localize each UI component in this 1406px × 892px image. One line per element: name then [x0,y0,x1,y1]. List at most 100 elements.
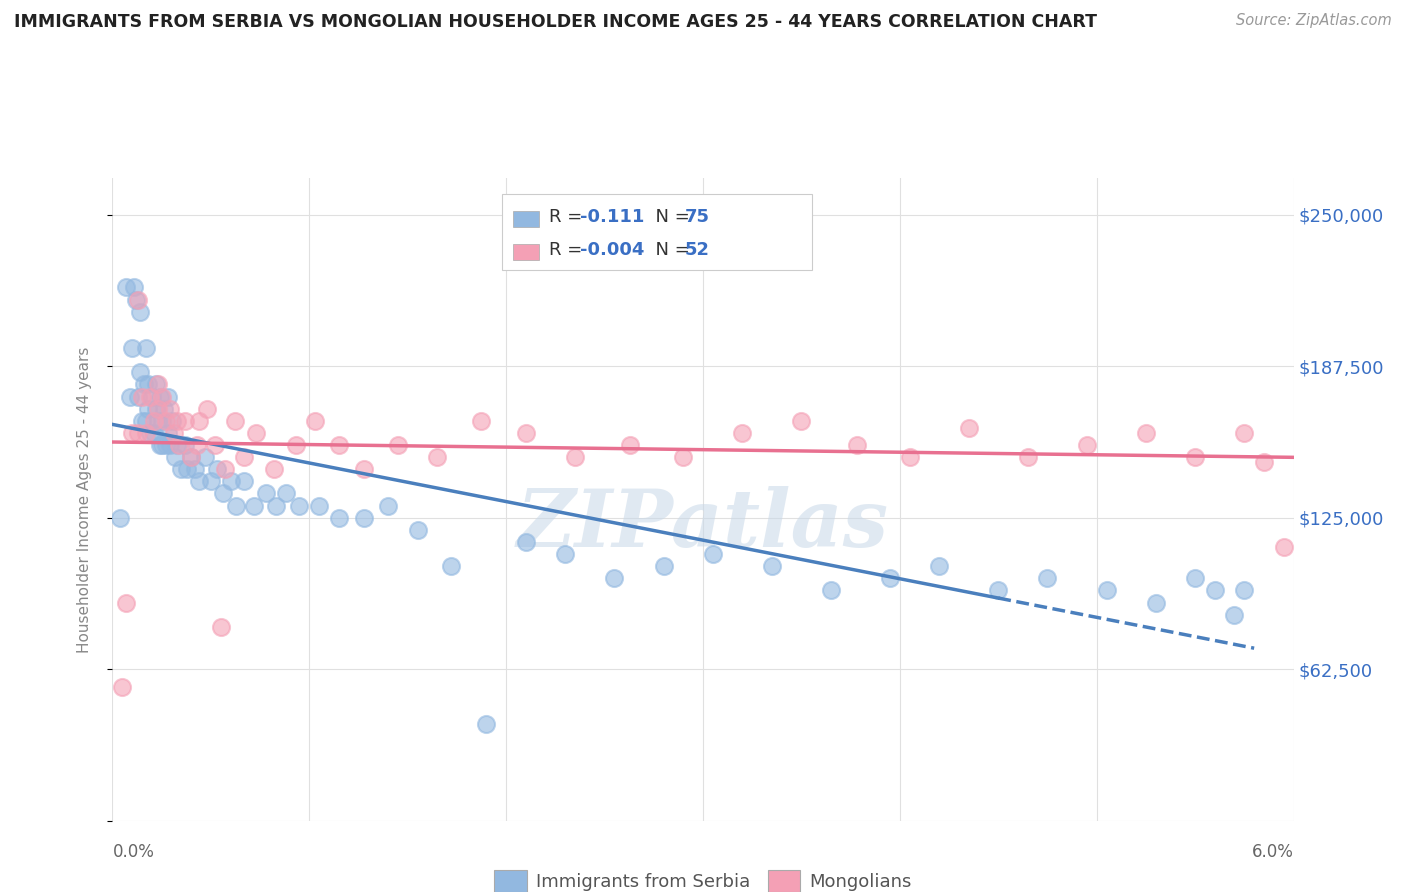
Point [145,377,167,392]
Point [204,438,226,452]
Point [135,425,157,440]
Point [115,280,138,294]
Point [136,377,159,392]
Point [146,401,169,416]
Point [139,390,162,404]
Point [111,681,134,695]
Legend: Immigrants from Serbia, Mongolians: Immigrants from Serbia, Mongolians [485,862,921,892]
Point [120,390,142,404]
Point [470,414,492,428]
Point [160,414,183,428]
Point [254,486,277,500]
Point [142,425,165,440]
Point [672,450,695,464]
Point [233,475,256,489]
Point [214,462,236,476]
Point [135,341,157,355]
Point [184,462,207,476]
Point [211,486,233,500]
Point [406,523,429,537]
Point [1095,583,1118,598]
Point [136,401,159,416]
Point [115,595,138,609]
Point [928,559,950,574]
Point [170,462,193,476]
Point [146,377,169,392]
Point [169,438,191,452]
Point [308,499,330,513]
Point [219,475,242,489]
Point [159,438,181,452]
Point [152,401,174,416]
Point [145,401,167,416]
Point [426,450,449,464]
Point [224,414,246,428]
Point [328,438,350,452]
Point [1017,450,1039,464]
Point [245,425,267,440]
Point [263,462,285,476]
Point [731,425,754,440]
Point [957,421,980,435]
Point [156,425,179,440]
Point [761,559,783,574]
Point [387,438,409,452]
Point [603,571,626,585]
Point [141,390,163,404]
Point [142,414,165,428]
Point [125,293,148,307]
Point [1272,540,1295,554]
Point [180,450,202,464]
Point [515,425,537,440]
Point [619,438,641,452]
Text: 52: 52 [685,241,710,259]
Point [1223,607,1246,622]
Text: R =: R = [548,208,588,226]
Point [288,499,311,513]
Point [1233,425,1256,440]
Point [127,390,149,404]
Text: 0.0%: 0.0% [112,843,155,861]
Point [987,583,1010,598]
Point [790,414,813,428]
Text: N =: N = [644,241,696,259]
Point [1135,425,1157,440]
Point [139,425,162,440]
Point [879,571,901,585]
Point [159,401,181,416]
Text: -0.004: -0.004 [579,241,644,259]
Point [1233,583,1256,598]
Point [205,462,228,476]
Y-axis label: Householder Income Ages 25 - 44 years: Householder Income Ages 25 - 44 years [77,346,91,653]
Point [898,450,921,464]
Point [1184,571,1206,585]
Point [652,559,675,574]
Point [243,499,266,513]
Text: N =: N = [644,208,696,226]
Point [132,377,155,392]
Point [1184,450,1206,464]
Point [155,414,177,428]
Text: Source: ZipAtlas.com: Source: ZipAtlas.com [1236,13,1392,29]
Point [155,438,177,452]
Point [156,390,179,404]
Point [174,414,197,428]
Point [174,438,197,452]
Point [110,510,132,524]
Point [135,414,157,428]
Text: 75: 75 [685,208,710,226]
Point [129,365,152,379]
Point [564,450,586,464]
Point [1204,583,1226,598]
Point [1253,455,1275,469]
Point [440,559,463,574]
Point [166,414,188,428]
Point [194,450,217,464]
Point [127,425,149,440]
Point [121,341,143,355]
Point [515,535,537,549]
Point [150,390,173,404]
Point [274,486,297,500]
Point [284,438,307,452]
Point [554,547,576,561]
